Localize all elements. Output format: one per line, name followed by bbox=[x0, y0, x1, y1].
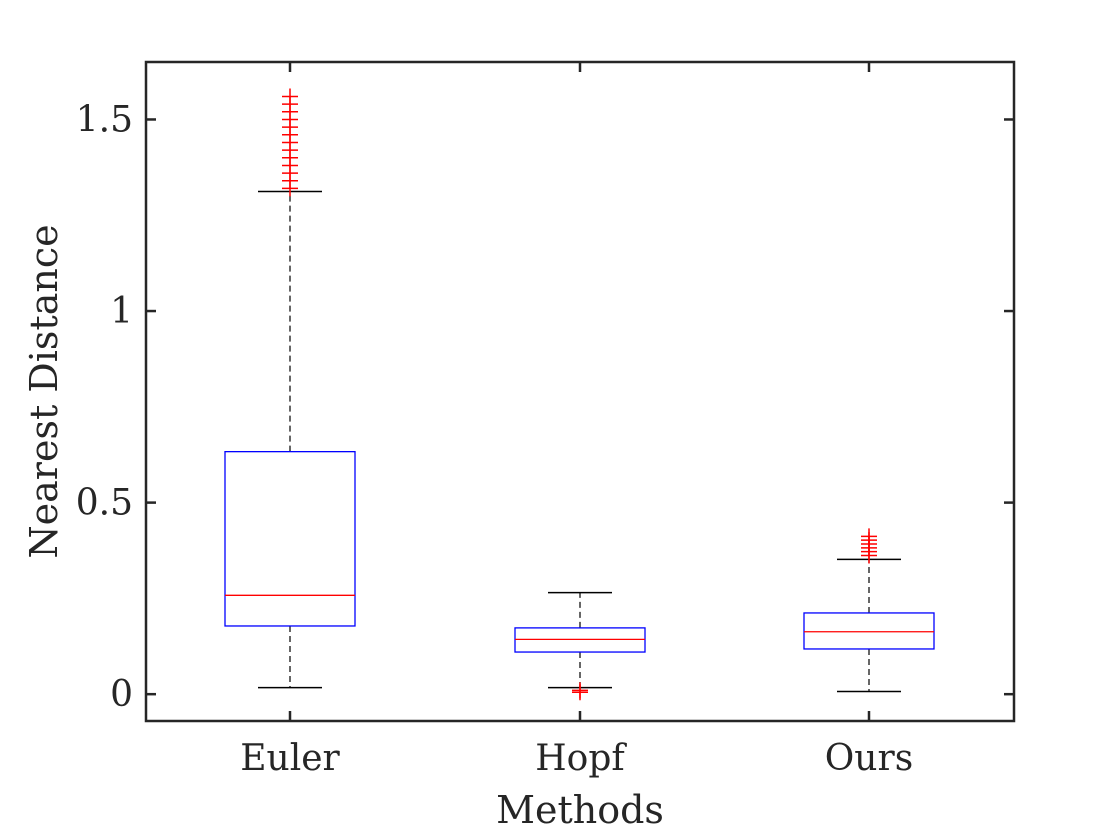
outlier-point bbox=[282, 88, 298, 105]
box-iqr bbox=[224, 451, 356, 627]
outlier-point bbox=[861, 528, 877, 545]
x-axis-label: Methods bbox=[496, 788, 664, 832]
box-iqr bbox=[803, 612, 935, 650]
y-axis-label: Nearest Distance bbox=[22, 224, 66, 558]
x-tick-label: Euler bbox=[240, 738, 340, 779]
y-tick-label: 0.5 bbox=[76, 483, 133, 524]
box-group-hopf bbox=[514, 591, 646, 701]
plot-area bbox=[224, 88, 935, 701]
y-axis: 0 0.5 1 1.5 bbox=[76, 99, 1014, 715]
y-tick-label: 1.5 bbox=[76, 99, 133, 140]
x-axis: Euler Hopf Ours bbox=[240, 62, 913, 779]
y-tick-label: 0 bbox=[110, 674, 133, 715]
x-tick-label: Ours bbox=[825, 738, 913, 779]
box-group-euler bbox=[224, 88, 356, 689]
outlier-point bbox=[572, 682, 588, 699]
x-tick-label: Hopf bbox=[535, 738, 627, 779]
box-group-ours bbox=[803, 528, 935, 693]
y-tick-label: 1 bbox=[110, 291, 133, 332]
